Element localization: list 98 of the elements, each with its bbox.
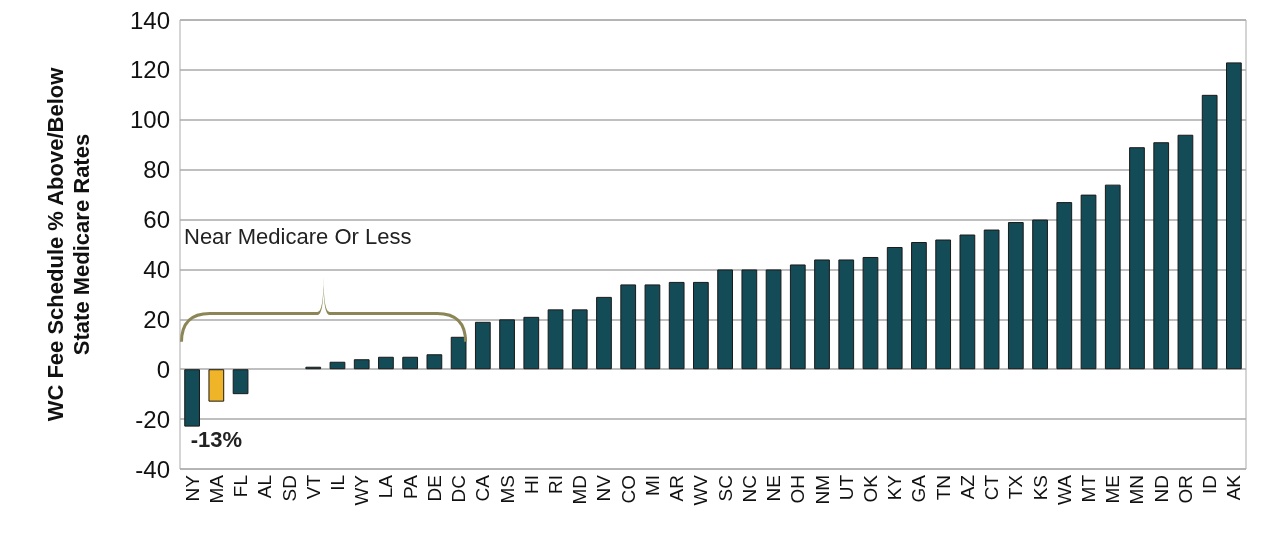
y-tick-label: 80 bbox=[143, 156, 170, 184]
bar bbox=[620, 284, 637, 370]
x-tick-label: PA bbox=[399, 474, 421, 499]
bar bbox=[838, 259, 855, 370]
x-tick-label: AL bbox=[254, 475, 276, 499]
bar bbox=[1177, 134, 1194, 370]
x-tick-label: GA bbox=[908, 474, 930, 503]
x-tick-label: CO bbox=[617, 475, 639, 504]
x-tick-label: WY bbox=[351, 474, 373, 506]
y-axis-title: WC Fee Schedule % Above/Below State Medicare Rates bbox=[42, 66, 94, 422]
x-tick-label: HI bbox=[520, 475, 542, 494]
y-tick-label: 40 bbox=[143, 255, 170, 283]
bar bbox=[184, 369, 200, 427]
x-tick-label: CA bbox=[472, 474, 494, 502]
bar bbox=[1129, 147, 1145, 370]
bar bbox=[1032, 219, 1048, 370]
x-tick-label: UT bbox=[835, 474, 857, 501]
bar bbox=[329, 361, 346, 370]
bar bbox=[353, 359, 370, 370]
bar bbox=[644, 284, 661, 370]
x-tick-label: CT bbox=[981, 474, 1003, 501]
bar bbox=[862, 256, 879, 370]
x-tick-label: MA bbox=[205, 474, 227, 504]
x-tick-label: MI bbox=[641, 475, 663, 497]
bar bbox=[959, 234, 976, 370]
x-tick-label: NV bbox=[593, 474, 615, 502]
bar bbox=[983, 229, 1000, 370]
x-tick-label: NC bbox=[738, 475, 760, 503]
y-tick-label: 120 bbox=[129, 56, 170, 84]
x-tick-label: RI bbox=[545, 475, 567, 494]
x-tick-label: AZ bbox=[956, 474, 978, 500]
x-tick-label: NE bbox=[763, 475, 785, 502]
bar bbox=[232, 369, 249, 395]
x-tick-label: LA bbox=[375, 474, 397, 499]
x-tick-label: ID bbox=[1199, 475, 1221, 494]
y-tick-label: 20 bbox=[143, 305, 170, 333]
bar bbox=[1226, 62, 1242, 370]
x-tick-label: WV bbox=[690, 474, 712, 506]
bar bbox=[741, 269, 758, 370]
bar bbox=[1056, 202, 1073, 370]
x-tick-label: AK bbox=[1223, 474, 1245, 501]
y-tick-label: 140 bbox=[129, 6, 170, 34]
x-tick-label: SD bbox=[278, 475, 300, 502]
y-tick-label: -40 bbox=[135, 455, 170, 483]
bar bbox=[886, 246, 903, 370]
bar bbox=[814, 259, 830, 370]
y-tick-label: -20 bbox=[135, 405, 170, 433]
bar bbox=[1104, 184, 1121, 370]
x-tick-label: OR bbox=[1174, 475, 1196, 504]
bar bbox=[717, 269, 733, 370]
x-tick-label: FL bbox=[230, 475, 252, 498]
bar bbox=[911, 242, 927, 370]
bar bbox=[1007, 222, 1024, 370]
y-tick-label: 0 bbox=[156, 355, 170, 383]
x-tick-label: VT bbox=[302, 474, 324, 500]
x-tick-label: KS bbox=[1029, 475, 1051, 501]
bar bbox=[378, 356, 394, 370]
x-tick-label: MS bbox=[496, 475, 518, 504]
bar bbox=[1080, 194, 1097, 370]
x-tick-label: WA bbox=[1053, 474, 1075, 505]
bar bbox=[1201, 94, 1218, 370]
bar bbox=[402, 356, 419, 370]
x-tick-label: MT bbox=[1078, 474, 1100, 503]
x-tick-label: NM bbox=[811, 475, 833, 505]
x-tick-label: DE bbox=[423, 475, 445, 502]
x-tick-label: KY bbox=[884, 474, 906, 501]
bar bbox=[765, 269, 782, 370]
x-tick-label: OK bbox=[859, 474, 881, 503]
x-tick-label: TX bbox=[1005, 474, 1027, 500]
x-tick-label: ND bbox=[1150, 475, 1172, 503]
x-tick-label: SC bbox=[714, 475, 736, 502]
bar bbox=[668, 281, 685, 370]
x-tick-label: TN bbox=[932, 475, 954, 501]
bar bbox=[693, 281, 709, 370]
x-tick-label: ME bbox=[1102, 475, 1124, 504]
bar bbox=[474, 321, 491, 370]
bar bbox=[208, 369, 225, 402]
x-tick-label: MN bbox=[1126, 475, 1148, 505]
bar bbox=[523, 316, 540, 370]
bar bbox=[426, 354, 443, 370]
bar bbox=[1153, 142, 1170, 370]
x-tick-label: MD bbox=[569, 475, 591, 505]
x-tick-label: IL bbox=[326, 475, 348, 491]
bar bbox=[935, 239, 952, 370]
x-tick-label: AR bbox=[666, 475, 688, 502]
x-tick-label: OH bbox=[787, 475, 809, 504]
bar bbox=[450, 336, 467, 370]
bar bbox=[547, 309, 564, 370]
bar bbox=[789, 264, 806, 370]
bar bbox=[499, 319, 515, 370]
x-tick-label: NY bbox=[181, 474, 203, 502]
data-label: -13% bbox=[190, 427, 243, 453]
bar bbox=[596, 296, 612, 370]
y-tick-label: 60 bbox=[143, 206, 170, 234]
bar bbox=[571, 309, 588, 370]
annotation: Near Medicare Or Less bbox=[184, 224, 412, 250]
x-tick-label: DC bbox=[448, 475, 470, 503]
y-tick-label: 100 bbox=[129, 106, 170, 134]
